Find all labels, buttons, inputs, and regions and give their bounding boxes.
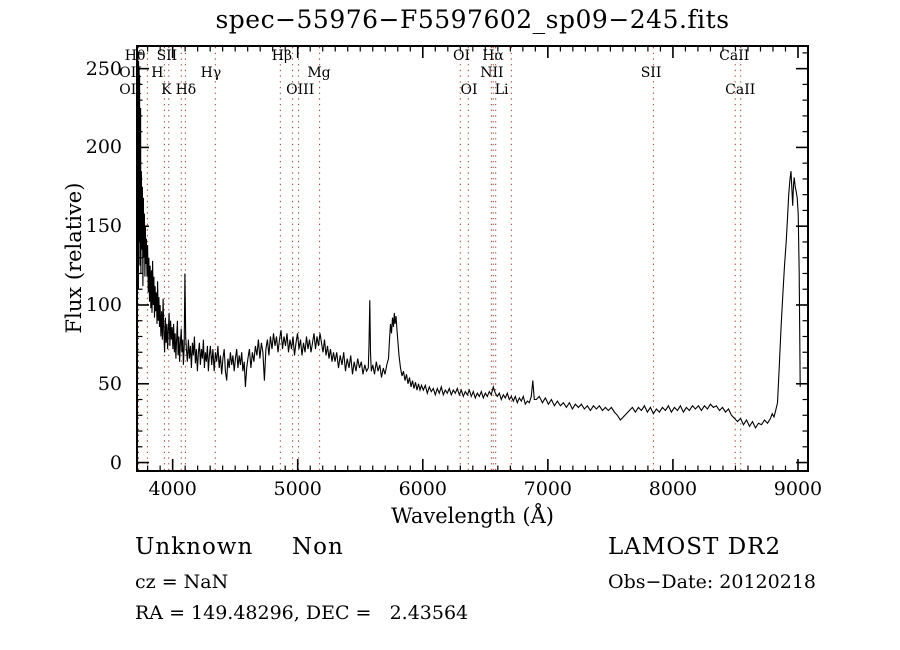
x-tick-label: 4000 xyxy=(148,478,197,500)
plot-area xyxy=(136,45,809,472)
x-tick-label: 7000 xyxy=(523,478,573,500)
spectral-line-label: OII xyxy=(119,82,142,98)
spectrum-line xyxy=(136,49,801,430)
x-tick-label: 6000 xyxy=(398,478,447,500)
x-tick-label: 8000 xyxy=(648,478,698,500)
spectral-line-label: Hδ xyxy=(175,82,197,98)
spectral-line-label: OII xyxy=(119,65,142,81)
spectral-line-label: Hγ xyxy=(200,65,222,81)
spectral-line-label: CaII xyxy=(725,82,756,98)
spectral-line-label: Hα xyxy=(482,48,504,64)
survey-text: LAMOST DR2 xyxy=(608,534,782,560)
spectral-line-label: Li xyxy=(494,82,509,98)
spectral-line-label: K xyxy=(161,82,172,98)
spectral-line-label: CaII xyxy=(719,48,750,64)
ra-dec-text: RA = 149.48296, DEC = 2.43564 xyxy=(135,602,469,624)
spectral-line-label: OI xyxy=(453,48,471,64)
spectral-line-markers xyxy=(138,47,742,470)
obs-date-text: Obs−Date: 20120218 xyxy=(608,571,816,593)
spectral-line-label: Mg xyxy=(307,65,331,81)
x-tick-label: 5000 xyxy=(273,478,322,500)
y-tick-label: 150 xyxy=(85,215,122,238)
y-tick-label: 0 xyxy=(109,451,122,474)
spectral-line-label: OI xyxy=(460,82,478,98)
classification-text: Unknown xyxy=(135,534,254,560)
y-tick-label: 250 xyxy=(85,57,122,80)
spectral-line-label: Hθ xyxy=(124,48,146,64)
y-tick-label: 100 xyxy=(85,293,122,316)
cz-text: cz = NaN xyxy=(135,571,229,593)
spectral-line-label: H xyxy=(151,65,164,81)
subclass-text: Non xyxy=(292,534,344,560)
spectral-line-label: Hβ xyxy=(271,48,293,64)
y-axis-title: Flux (relative) xyxy=(62,182,86,334)
spectral-line-label: SII xyxy=(156,48,178,64)
y-tick-label: 200 xyxy=(85,136,122,159)
spectral-line-label: OIII xyxy=(286,82,315,98)
x-axis-title: Wavelength (Å) xyxy=(391,504,554,528)
y-tick-label: 50 xyxy=(97,372,122,395)
figure-title: spec−55976−F5597602_sp09−245.fits xyxy=(215,5,730,34)
x-tick-label: 9000 xyxy=(773,478,823,500)
spectrum-trace xyxy=(136,49,801,430)
spectral-line-label: SII xyxy=(640,65,662,81)
spectral-line-label: NII xyxy=(480,65,504,81)
plot-border xyxy=(136,45,809,472)
